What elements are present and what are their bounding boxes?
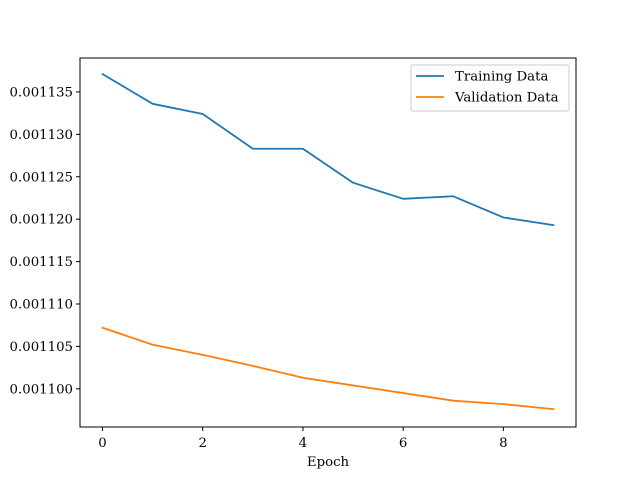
y-tick-label: 0.001135 — [10, 85, 73, 100]
y-tick-label: 0.001105 — [10, 340, 73, 355]
x-axis-title: Epoch — [307, 455, 350, 470]
x-tick-label: 2 — [199, 436, 207, 451]
legend-box — [410, 64, 570, 112]
series-line-2 — [101, 326, 555, 411]
y-tick-label: 0.001125 — [10, 170, 73, 185]
plot-area — [79, 57, 577, 428]
y-tick-label: 0.001100 — [10, 382, 73, 397]
series-line-1 — [101, 72, 555, 227]
x-tick-label: 4 — [299, 436, 307, 451]
y-axis: 0.001100 0.001105 0.001110 0.001115 0.001120… — [10, 85, 80, 397]
y-tick-label: 0.001120 — [10, 213, 73, 228]
series-layer — [101, 72, 555, 411]
x-tick-label: 0 — [98, 436, 106, 451]
x-tick-label: 6 — [399, 436, 407, 451]
x-axis: 0 2 4 6 8 — [98, 427, 508, 451]
y-tick-label: 0.001115 — [10, 255, 73, 270]
y-tick-label: 0.001130 — [10, 128, 73, 143]
legend-label-1: Training Data — [455, 70, 548, 85]
x-tick-label: 8 — [499, 436, 507, 451]
legend-label-2: Validation Data — [454, 91, 559, 106]
y-tick-label: 0.001110 — [10, 298, 73, 313]
plot-frame — [79, 57, 577, 428]
legend: Training Data Validation Data — [410, 64, 570, 112]
